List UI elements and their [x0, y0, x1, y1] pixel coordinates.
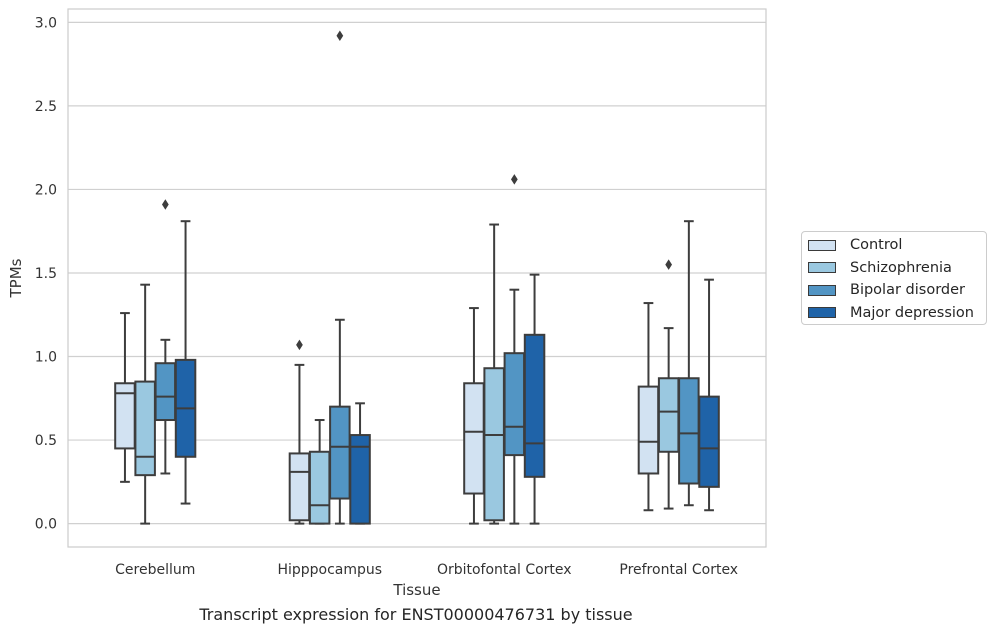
box-iqr: [503, 352, 526, 457]
legend-item-schizophrenia: Schizophrenia: [808, 257, 986, 280]
outlier-point: [161, 199, 169, 210]
legend-swatch-control: [808, 239, 836, 251]
box-prefrontal-cortex-control: [637, 302, 660, 512]
box-cerebellum-control: [114, 312, 136, 483]
legend-label-bipolar-disorder: Bipolar disorder: [850, 282, 965, 299]
legend-item-major-depression: Major depression: [808, 302, 986, 325]
box-prefrontal-cortex-schizophrenia: [657, 259, 680, 510]
legend-swatch-schizophrenia: [808, 262, 836, 274]
y-tick-label: 0.5: [35, 433, 57, 449]
x-tick-label: Orbitofontal Cortex: [437, 562, 572, 578]
y-tick-label: 2.0: [35, 182, 57, 198]
box-iqr: [349, 434, 371, 525]
legend-label-control: Control: [850, 237, 903, 254]
box-iqr: [678, 377, 700, 485]
legend: Control Schizophrenia Bipolar disorder M…: [801, 231, 987, 325]
legend-item-control: Control: [808, 234, 986, 257]
figure-caption: Transcript expression for ENST0000047673…: [199, 605, 633, 624]
y-tick-label: 0.0: [35, 517, 57, 533]
x-tick-label: Hipppocampus: [277, 562, 382, 578]
box-cerebellum-major-depression: [174, 220, 197, 505]
box-hipppocampus-major-depression: [349, 402, 371, 525]
box-cerebellum-bipolar-disorder: [154, 199, 177, 475]
box-orbitofontal-cortex-schizophrenia: [483, 223, 505, 525]
box-iqr: [523, 333, 546, 478]
outlier-point: [665, 259, 673, 270]
outlier-point: [296, 339, 303, 351]
y-tick-label: 1.5: [35, 266, 57, 282]
box-iqr: [698, 395, 720, 488]
box-iqr: [134, 380, 156, 477]
legend-label-schizophrenia: Schizophrenia: [850, 259, 952, 276]
box-hipppocampus-control: [288, 339, 311, 525]
box-orbitofontal-cortex-control: [463, 307, 485, 525]
outlier-point: [510, 174, 518, 185]
x-tick-label: Prefrontal Cortex: [619, 562, 738, 578]
box-iqr: [657, 377, 680, 453]
y-tick-labels: 0.0 0.5 1.0 1.5 2.0 2.5 3.0: [35, 15, 57, 532]
y-tick-label: 1.0: [35, 350, 57, 366]
box-iqr: [329, 405, 351, 500]
box-iqr: [288, 452, 311, 522]
legend-swatch-major-depression: [808, 307, 836, 319]
box-iqr: [154, 362, 177, 422]
box-iqr: [637, 385, 660, 475]
box-iqr: [308, 450, 331, 525]
box-prefrontal-cortex-bipolar-disorder: [678, 220, 700, 507]
y-axis-title: TPMs: [7, 258, 25, 298]
plot-frame: [67, 8, 767, 548]
y-tick-label: 3.0: [35, 15, 57, 31]
x-tick-label: Cerebellum: [115, 562, 195, 578]
box-iqr: [483, 367, 505, 522]
outlier-point: [336, 30, 344, 41]
box-orbitofontal-cortex-major-depression: [523, 273, 546, 525]
box-hipppocampus-bipolar-disorder: [329, 30, 351, 525]
x-axis-title: Tissue: [392, 581, 440, 599]
legend-label-major-depression: Major depression: [850, 304, 974, 321]
box-groups: [114, 30, 720, 525]
y-tick-label: 2.5: [35, 99, 57, 115]
legend-swatch-bipolar-disorder: [808, 284, 836, 296]
box-hipppocampus-schizophrenia: [308, 419, 331, 525]
x-tick-labels: Cerebellum Hipppocampus Orbitofontal Corte…: [115, 562, 738, 578]
box-prefrontal-cortex-major-depression: [698, 278, 720, 512]
box-orbitofontal-cortex-bipolar-disorder: [503, 174, 526, 525]
legend-item-bipolar-disorder: Bipolar disorder: [808, 279, 986, 302]
box-cerebellum-schizophrenia: [134, 283, 156, 525]
box-iqr: [463, 382, 485, 495]
